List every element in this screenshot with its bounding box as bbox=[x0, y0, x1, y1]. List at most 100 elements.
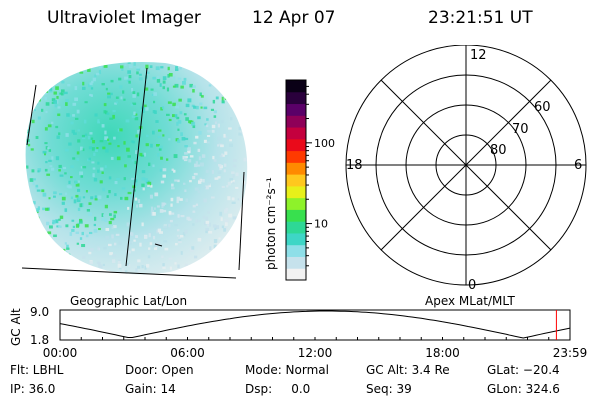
image-speckle bbox=[242, 263, 247, 268]
image-speckle bbox=[76, 242, 80, 245]
image-speckle bbox=[147, 181, 152, 186]
image-speckle bbox=[118, 241, 122, 245]
image-speckle bbox=[183, 157, 188, 161]
image-speckle bbox=[192, 210, 196, 213]
image-speckle bbox=[153, 100, 156, 104]
image-speckle bbox=[104, 130, 107, 135]
image-speckle bbox=[92, 275, 95, 277]
image-speckle bbox=[220, 144, 224, 148]
image-speckle bbox=[244, 250, 248, 254]
image-speckle bbox=[36, 208, 40, 213]
image-speckle bbox=[184, 232, 187, 235]
image-speckle bbox=[192, 125, 196, 129]
image-speckle bbox=[115, 101, 119, 104]
image-speckle bbox=[94, 276, 97, 279]
image-speckle bbox=[241, 83, 245, 87]
image-speckle bbox=[176, 200, 179, 204]
image-speckle bbox=[105, 87, 108, 91]
image-speckle bbox=[120, 96, 123, 100]
image-speckle bbox=[180, 251, 183, 255]
image-speckle bbox=[47, 124, 52, 128]
image-speckle bbox=[213, 239, 218, 243]
image-speckle bbox=[175, 105, 180, 109]
image-speckle bbox=[199, 92, 202, 97]
image-speckle bbox=[240, 253, 244, 257]
image-speckle bbox=[130, 103, 134, 107]
image-speckle bbox=[134, 160, 137, 165]
image-speckle bbox=[162, 86, 166, 90]
image-speckle bbox=[100, 167, 104, 171]
image-speckle bbox=[168, 118, 172, 122]
image-speckle bbox=[156, 144, 160, 147]
image-speckle bbox=[27, 239, 31, 243]
longitude-line bbox=[21, 267, 237, 279]
x-tick-label: 18:00 bbox=[425, 346, 460, 360]
image-speckle bbox=[104, 218, 108, 223]
image-speckle bbox=[57, 225, 61, 228]
image-speckle bbox=[205, 271, 210, 275]
longitude-line bbox=[154, 243, 163, 247]
image-speckle bbox=[223, 133, 226, 138]
image-speckle bbox=[85, 190, 88, 193]
image-speckle bbox=[140, 67, 144, 71]
image-speckle bbox=[154, 110, 157, 115]
image-speckle bbox=[180, 132, 183, 137]
image-speckle bbox=[187, 98, 192, 103]
image-speckle bbox=[44, 127, 48, 131]
image-speckle bbox=[126, 79, 130, 83]
image-speckle bbox=[26, 233, 31, 237]
image-speckle bbox=[131, 88, 134, 92]
image-speckle bbox=[51, 156, 54, 160]
image-speckle bbox=[235, 227, 239, 231]
image-speckle bbox=[213, 115, 217, 118]
image-speckle bbox=[44, 96, 47, 101]
image-speckle bbox=[35, 228, 39, 232]
longitude-line bbox=[238, 171, 245, 271]
colorbar-cell bbox=[286, 138, 306, 152]
image-speckle bbox=[144, 265, 147, 270]
image-speckle bbox=[245, 99, 248, 103]
image-speckle bbox=[194, 163, 198, 168]
image-speckle bbox=[210, 108, 215, 111]
image-speckle bbox=[197, 68, 202, 72]
image-speckle bbox=[105, 110, 108, 115]
image-speckle bbox=[233, 264, 238, 268]
image-speckle bbox=[221, 100, 225, 104]
image-speckle bbox=[248, 160, 252, 163]
image-speckle bbox=[242, 114, 246, 119]
colorbar-cell bbox=[286, 174, 306, 187]
image-speckle bbox=[135, 268, 138, 272]
image-speckle bbox=[94, 216, 97, 221]
image-speckle bbox=[175, 68, 179, 71]
image-speckle bbox=[72, 225, 75, 229]
image-speckle bbox=[53, 91, 57, 95]
image-speckle bbox=[101, 83, 105, 86]
image-speckle bbox=[93, 274, 97, 275]
image-speckle bbox=[86, 271, 90, 274]
image-speckle bbox=[92, 167, 96, 170]
image-speckle bbox=[101, 171, 104, 174]
image-speckle bbox=[143, 152, 147, 157]
image-speckle bbox=[157, 228, 162, 233]
image-speckle bbox=[28, 224, 32, 227]
image-speckle bbox=[228, 127, 232, 130]
image-speckle bbox=[117, 259, 121, 263]
image-speckle bbox=[153, 92, 157, 96]
longitude-line bbox=[125, 67, 148, 267]
image-speckle bbox=[245, 197, 248, 200]
image-speckle bbox=[205, 220, 210, 224]
image-speckle bbox=[176, 121, 179, 126]
image-speckle bbox=[55, 156, 60, 161]
image-speckle bbox=[33, 67, 38, 71]
image-speckle bbox=[226, 185, 229, 188]
image-speckle bbox=[113, 214, 116, 219]
image-speckle bbox=[123, 141, 126, 145]
image-speckle bbox=[93, 228, 98, 233]
image-speckle bbox=[80, 166, 83, 169]
image-speckle bbox=[136, 204, 139, 208]
image-speckle bbox=[245, 182, 248, 185]
image-speckle bbox=[218, 273, 221, 275]
image-speckle bbox=[90, 94, 93, 97]
colorbar-cell bbox=[286, 103, 306, 116]
image-speckle bbox=[208, 254, 212, 257]
